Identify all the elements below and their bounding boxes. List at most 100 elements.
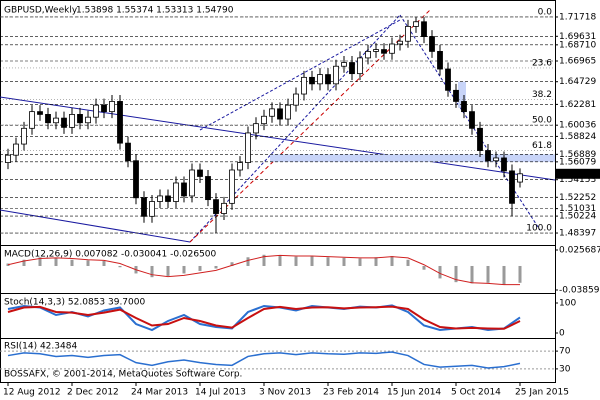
candle-body — [141, 197, 147, 217]
candle-body — [133, 160, 139, 199]
candle-body — [325, 74, 331, 85]
candle-body — [93, 104, 99, 118]
y-tick-label: 1.56889 — [559, 150, 596, 160]
macd-bar — [342, 257, 346, 266]
macd-bar — [470, 265, 474, 284]
fib-label: 61.8 — [532, 141, 552, 151]
candle-body — [53, 117, 59, 124]
stoch-signal — [7, 305, 521, 330]
y-tick-label: -0.038596 — [559, 286, 600, 296]
macd-bar — [262, 254, 266, 266]
macd-bar — [406, 259, 410, 266]
macd-bar — [326, 257, 330, 266]
macd-bar — [294, 256, 298, 266]
candle-body — [309, 76, 315, 85]
y-tick-label: 1.62281 — [559, 100, 596, 110]
fib-label: 50.0 — [532, 115, 552, 125]
macd-bar — [518, 265, 522, 283]
fib-label: 0.0 — [538, 7, 553, 17]
candle-body — [245, 132, 251, 163]
macd-bar — [198, 265, 202, 271]
candle-body — [253, 123, 259, 134]
candle-body — [29, 111, 35, 129]
x-tick-label: 25 Jan 2015 — [515, 388, 569, 398]
candle-body — [501, 157, 507, 172]
y-tick-label: 1.51031 — [559, 204, 596, 214]
rsi-label: RSI(14) 42.3484 — [4, 342, 77, 352]
candle-body — [165, 195, 171, 202]
candle-body — [77, 114, 83, 124]
candle-body — [189, 169, 195, 197]
macd-bar — [278, 256, 282, 266]
trendline — [0, 96, 556, 181]
fib-label: 23.6 — [532, 58, 552, 68]
macd-bar — [38, 257, 42, 266]
candle-body — [317, 74, 323, 85]
y-tick-label: 1.58824 — [559, 132, 596, 142]
y-tick-label: 0 — [559, 329, 565, 339]
y-tick-label: 1.71718 — [559, 12, 596, 22]
candle-body — [157, 195, 163, 202]
chart-title: GBPUSD,Weekly — [4, 6, 78, 16]
x-tick-label: 15 Jun 2014 — [387, 388, 441, 398]
candle-body — [221, 202, 227, 214]
macd-signal — [7, 254, 520, 286]
candle-body — [333, 65, 339, 85]
trendline — [199, 19, 401, 131]
y-tick-label: 30 — [559, 364, 571, 374]
x-tick-label: 2 Dec 2012 — [67, 388, 119, 398]
fib-label: 38.2 — [532, 90, 552, 100]
x-tick-label: 5 Oct 2014 — [451, 388, 501, 398]
candle-body — [437, 51, 443, 70]
candle-body — [117, 101, 123, 144]
y-tick-label: 1.60036 — [559, 121, 596, 131]
last-price-label: 1.54790 — [559, 169, 596, 179]
candle-body — [421, 21, 427, 37]
quote: 1.53898 1.55374 1.53313 1.54790 — [76, 6, 234, 16]
candle-body — [493, 157, 499, 162]
x-tick-label: 3 Nov 2013 — [259, 388, 311, 398]
candle-body — [285, 104, 291, 120]
candle-body — [373, 49, 379, 52]
y-tick-label: 100 — [559, 299, 576, 309]
candle-body — [453, 89, 459, 102]
candle-body — [5, 154, 11, 163]
macd-bar — [182, 265, 186, 274]
candle-body — [485, 150, 491, 162]
candle-body — [269, 108, 275, 117]
y-tick-label: 1.64729 — [559, 77, 596, 87]
macd-bar — [454, 265, 458, 283]
candle-body — [125, 142, 131, 162]
x-tick-label: 12 Aug 2012 — [3, 388, 61, 398]
macd-bar — [310, 256, 314, 266]
y-tick-label: 1.48397 — [559, 229, 596, 239]
candle-body — [37, 111, 43, 115]
candle-body — [397, 40, 403, 45]
candle-body — [517, 173, 523, 183]
y-tick-label: 1.52252 — [559, 193, 596, 203]
y-tick-label: 1.68710 — [559, 40, 596, 50]
y-tick-label: 1.66965 — [559, 57, 596, 67]
candle-body — [381, 49, 387, 54]
macd-bar — [438, 265, 442, 279]
candle-body — [45, 114, 51, 124]
candle-body — [445, 68, 451, 91]
candle-body — [341, 62, 347, 67]
copyright: BOSSAFX, © 2001-2014, MetaQuotes Softwar… — [4, 370, 242, 380]
macd-bar — [118, 265, 122, 268]
macd-bar — [54, 258, 58, 266]
x-tick-label: 24 Mar 2013 — [131, 388, 188, 398]
candle-body — [469, 111, 475, 129]
candle-body — [357, 57, 363, 75]
macd-bar — [102, 261, 106, 266]
macd-bar — [502, 265, 506, 285]
candle-body — [181, 182, 187, 197]
macd-bar — [374, 257, 378, 266]
macd-label: MACD(12,26,9) 0.007082 -0.030041 -0.0265… — [4, 250, 217, 260]
y-tick-label: 1.50224 — [559, 212, 596, 222]
macd-bar — [214, 265, 218, 269]
candle-body — [509, 170, 515, 204]
macd-bar — [70, 259, 74, 266]
